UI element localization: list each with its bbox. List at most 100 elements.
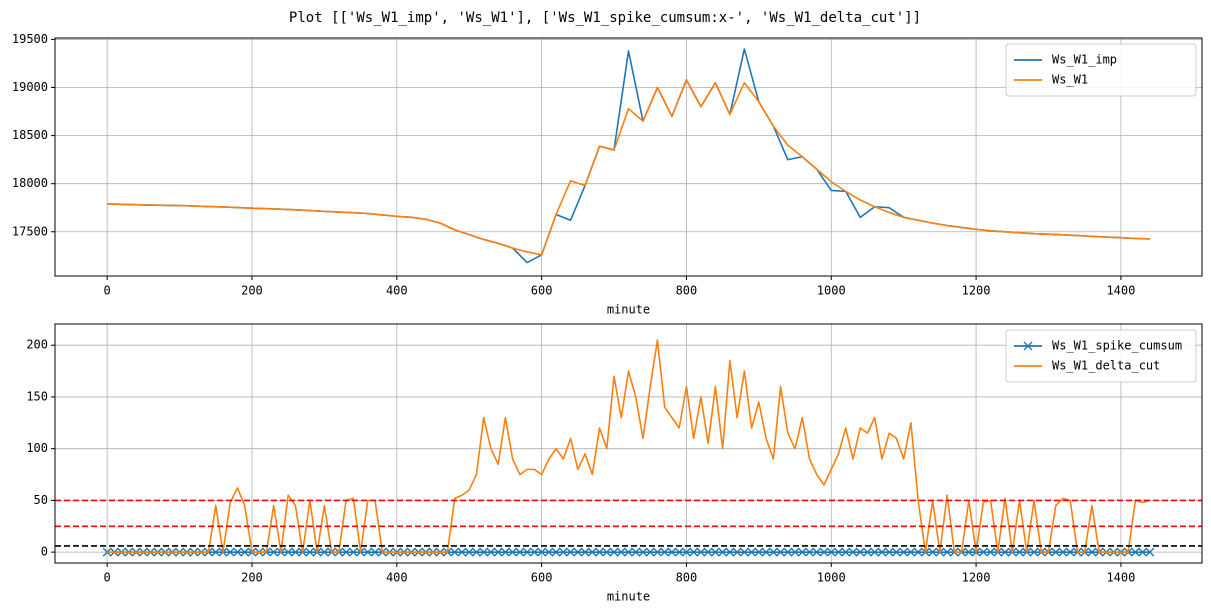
x-tick-label: 1200 — [962, 571, 991, 585]
marker — [363, 547, 373, 557]
marker — [269, 547, 279, 557]
legend-label: Ws_W1 — [1052, 73, 1088, 87]
marker — [595, 547, 605, 557]
y-tick-label: 18000 — [12, 176, 48, 190]
marker — [1065, 547, 1075, 557]
marker — [732, 547, 742, 557]
marker — [652, 547, 662, 557]
marker — [913, 547, 923, 557]
x-tick-label: 1000 — [817, 284, 846, 298]
marker — [464, 547, 474, 557]
marker — [833, 547, 843, 557]
marker — [102, 547, 112, 557]
marker — [240, 547, 250, 557]
x-tick-label: 200 — [241, 571, 263, 585]
marker — [500, 547, 510, 557]
marker — [211, 547, 221, 557]
marker — [232, 547, 242, 557]
marker — [645, 547, 655, 557]
x-tick-label: 800 — [676, 284, 698, 298]
x-tick-label: 0 — [104, 284, 111, 298]
marker — [616, 547, 626, 557]
x-tick-label: 400 — [386, 571, 408, 585]
marker — [587, 547, 597, 557]
marker — [660, 547, 670, 557]
marker — [1015, 547, 1025, 557]
legend-label: Ws_W1_spike_cumsum — [1052, 339, 1182, 353]
marker — [928, 547, 938, 557]
y-tick-label: 17500 — [12, 224, 48, 238]
marker — [768, 547, 778, 557]
marker — [870, 547, 880, 557]
series-line — [107, 79, 1150, 256]
marker — [1145, 547, 1155, 557]
marker — [703, 547, 713, 557]
y-tick-label: 200 — [26, 338, 48, 352]
marker — [522, 547, 532, 557]
marker — [631, 547, 641, 557]
marker — [790, 547, 800, 557]
marker — [681, 547, 691, 557]
marker — [580, 547, 590, 557]
marker — [747, 547, 757, 557]
marker — [1000, 547, 1010, 557]
y-tick-label: 18500 — [12, 128, 48, 142]
marker — [899, 547, 909, 557]
x-tick-label: 600 — [531, 284, 553, 298]
x-tick-label: 1000 — [817, 571, 846, 585]
marker — [370, 547, 380, 557]
marker — [515, 547, 525, 557]
marker — [877, 547, 887, 557]
marker — [486, 547, 496, 557]
marker — [558, 547, 568, 557]
marker — [978, 547, 988, 557]
y-tick-label: 150 — [26, 389, 48, 403]
plot-area — [107, 48, 1150, 264]
marker — [1058, 547, 1068, 557]
marker — [319, 547, 329, 557]
marker — [986, 547, 996, 557]
marker — [1051, 547, 1061, 557]
marker — [812, 547, 822, 557]
marker — [942, 547, 952, 557]
marker — [739, 547, 749, 557]
marker — [964, 547, 974, 557]
y-tick-label: 19500 — [12, 32, 48, 46]
marker — [674, 547, 684, 557]
marker — [805, 547, 815, 557]
x-tick-label: 1200 — [962, 284, 991, 298]
marker — [848, 547, 858, 557]
marker — [891, 547, 901, 557]
marker — [544, 547, 554, 557]
marker — [305, 547, 315, 557]
x-axis-label: minute — [607, 303, 650, 317]
marker — [537, 547, 547, 557]
marker — [573, 547, 583, 557]
axes: 0 200 400 600 800 1000 1200 1400 0 50 100 150 200 min… — [26, 323, 1203, 604]
plot-area — [55, 339, 1202, 557]
marker — [283, 547, 293, 557]
marker — [884, 547, 894, 557]
marker — [826, 547, 836, 557]
y-tick-label: 19000 — [12, 80, 48, 94]
y-tick-label: 100 — [26, 441, 48, 455]
marker — [761, 547, 771, 557]
marker — [624, 547, 633, 557]
legend: Ws_W1_spike_cumsum Ws_W1_delta_cut — [1005, 329, 1197, 383]
marker — [1130, 547, 1140, 557]
legend-label: Ws_W1_delta_cut — [1052, 359, 1160, 373]
marker — [290, 547, 300, 557]
marker — [667, 547, 677, 557]
marker — [493, 547, 503, 557]
marker — [225, 547, 235, 557]
marker — [754, 547, 764, 557]
y-tick-label: 50 — [34, 493, 48, 507]
x-tick-label: 600 — [531, 571, 553, 585]
marker — [1029, 547, 1039, 557]
legend: Ws_W1_imp Ws_W1 — [1005, 43, 1197, 97]
legend-box — [1005, 329, 1197, 383]
legend-box — [1005, 43, 1197, 97]
marker — [718, 547, 728, 557]
